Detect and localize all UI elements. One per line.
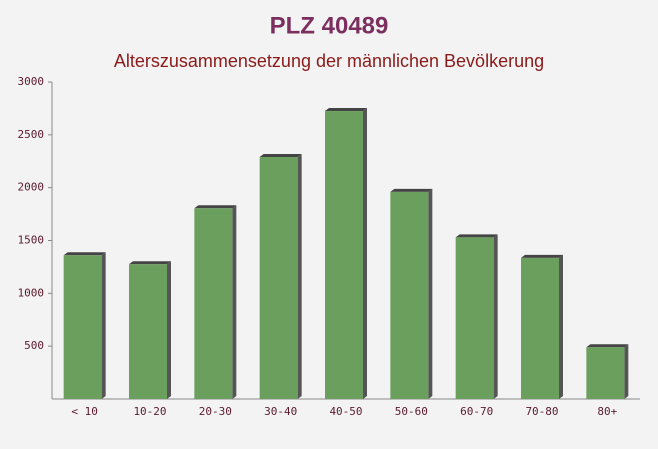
bar <box>259 157 298 399</box>
bar-side <box>232 205 237 399</box>
x-tick-label: 10-20 <box>133 405 166 418</box>
x-tick-label: 80+ <box>597 405 617 418</box>
bar-top <box>521 254 563 258</box>
bar-top <box>325 108 367 112</box>
bar-side <box>559 254 563 399</box>
chart-subtitle: Alterszusammensetzung der männlichen Bev… <box>114 51 544 71</box>
bar-top <box>390 188 433 192</box>
x-tick-label: 40-50 <box>329 405 362 418</box>
y-tick-label: 1500 <box>18 234 45 247</box>
y-tick-label: 2500 <box>18 128 45 141</box>
x-tick-label: < 10 <box>71 405 98 418</box>
bar-top <box>455 234 498 238</box>
bar <box>455 237 494 399</box>
chart-title: PLZ 40489 <box>270 12 389 39</box>
bar-side <box>624 344 629 399</box>
bar <box>63 255 102 399</box>
bar-side <box>493 234 498 399</box>
y-tick-label: 2000 <box>18 181 45 194</box>
x-tick-label: 50-60 <box>395 405 428 418</box>
y-tick-label: 1000 <box>18 286 45 299</box>
bar-top <box>129 261 171 265</box>
bar-side <box>297 154 302 399</box>
bar <box>390 191 429 399</box>
bar-top <box>194 205 237 209</box>
bar <box>586 347 625 399</box>
bar <box>521 257 559 399</box>
bar-side <box>428 188 433 399</box>
bar-top <box>259 154 302 158</box>
y-tick-label: 500 <box>24 339 44 352</box>
bar <box>325 111 363 399</box>
x-tick-label: 20-30 <box>199 405 232 418</box>
bar <box>129 264 167 399</box>
bar-top <box>63 252 106 256</box>
x-tick-label: 30-40 <box>264 405 297 418</box>
bar-side <box>167 261 171 399</box>
bar <box>194 208 233 399</box>
bar-side <box>101 252 106 399</box>
bar-top <box>586 344 629 348</box>
x-tick-label: 60-70 <box>460 405 493 418</box>
x-tick-label: 70-80 <box>525 405 558 418</box>
y-tick-label: 3000 <box>18 75 45 88</box>
bar-side <box>363 108 367 399</box>
